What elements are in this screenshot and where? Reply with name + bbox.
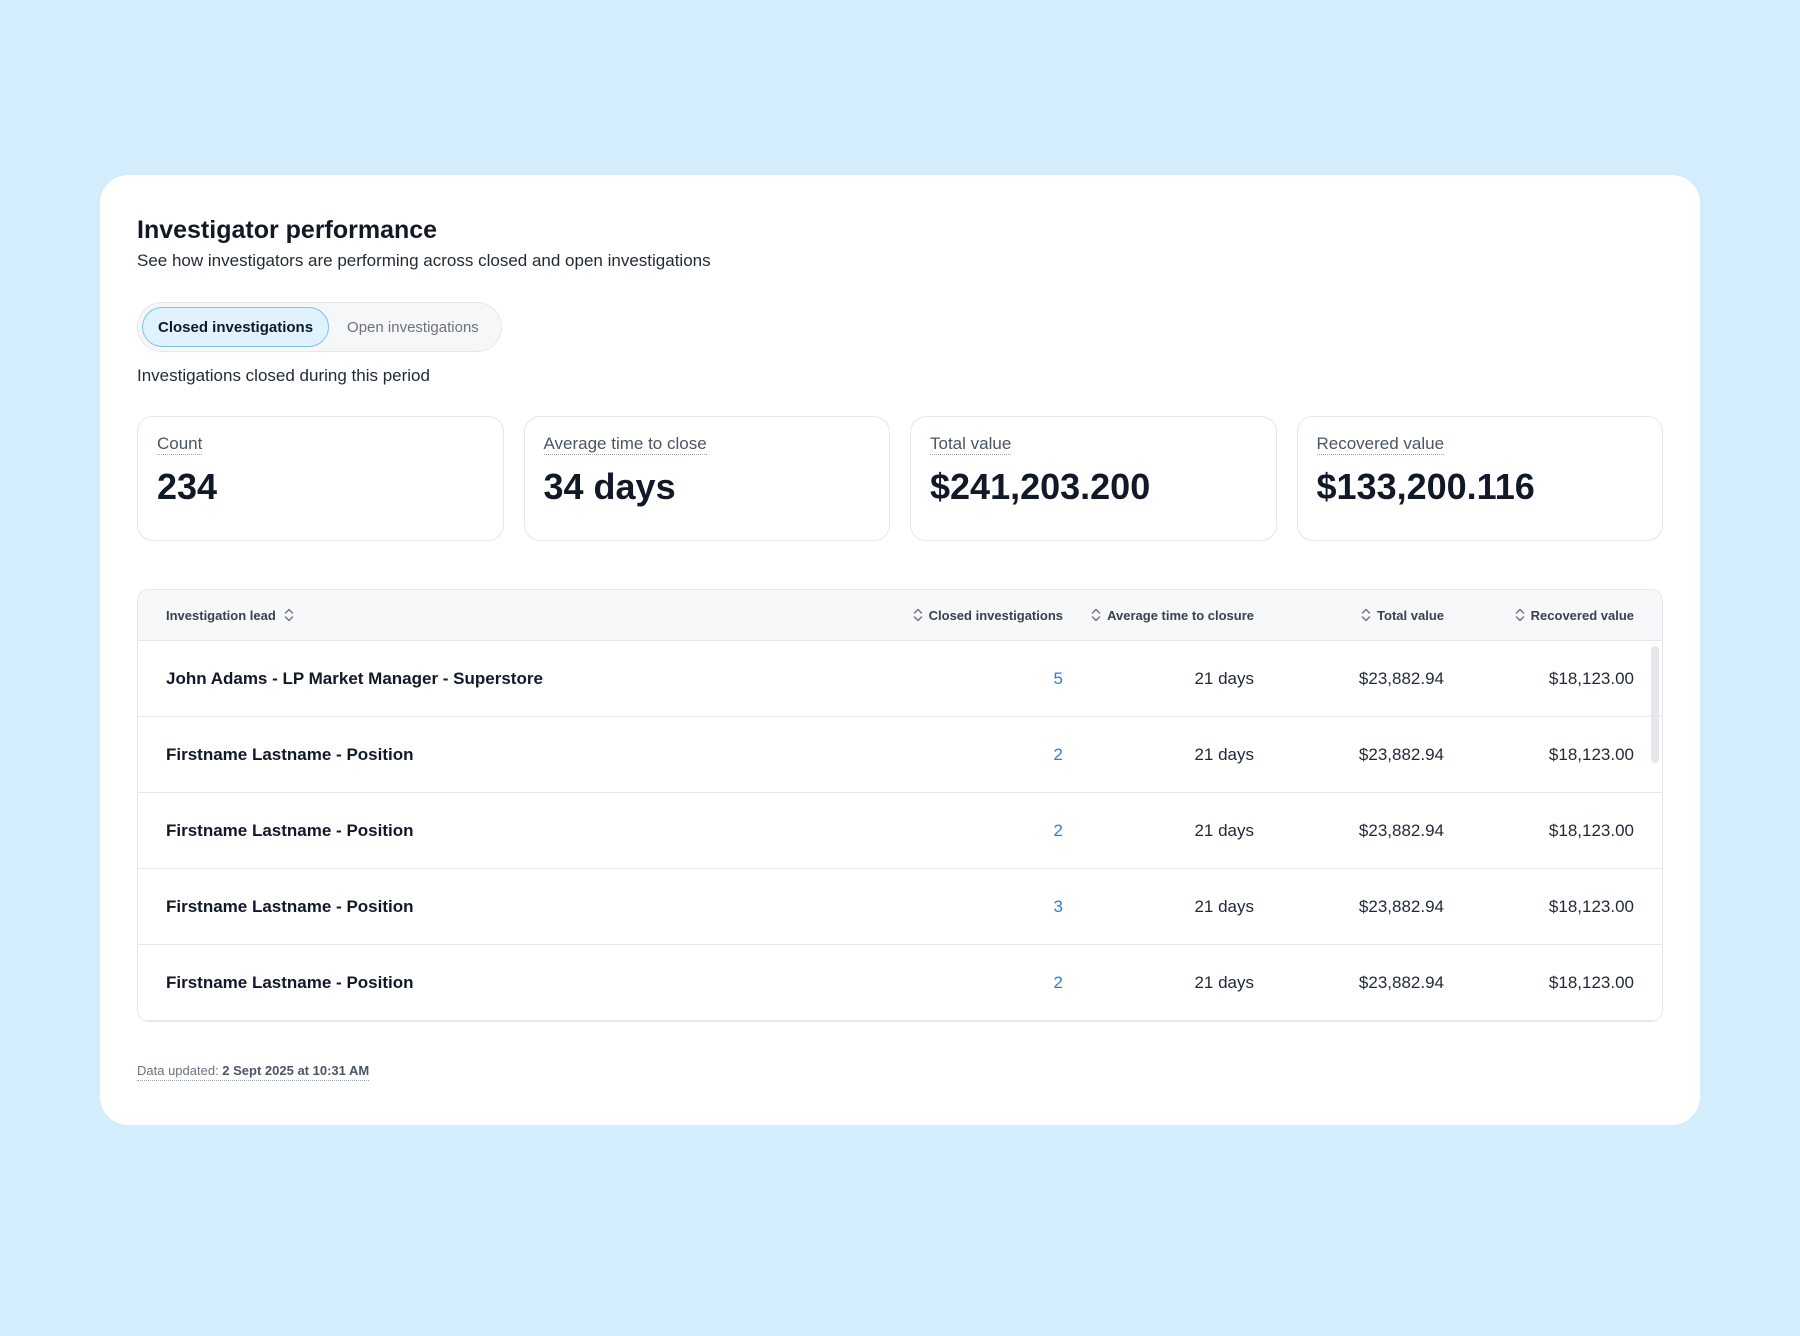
column-header-average-time[interactable]: Average time to closure: [1063, 607, 1254, 623]
cell-total-value: $23,882.94: [1358, 972, 1444, 992]
column-header-label: Average time to closure: [1107, 607, 1254, 623]
page-title: Investigator performance: [137, 216, 438, 244]
data-updated-note: Data updated: 2 Sept 2025 at 10:31 AM: [137, 1062, 370, 1081]
cell-average-time: 21 days: [1194, 744, 1254, 764]
cell-total-value: $23,882.94: [1358, 668, 1444, 688]
cell-closed-link[interactable]: 2: [1053, 972, 1063, 992]
cell-closed-link[interactable]: 2: [1053, 820, 1063, 840]
kpi-label[interactable]: Average time to close: [543, 434, 707, 455]
table-row[interactable]: John Adams - LP Market Manager - Superst…: [138, 641, 1662, 717]
cell-average-time: 21 days: [1194, 820, 1254, 840]
kpi-label[interactable]: Total value: [930, 434, 1012, 455]
cell-recovered-value: $18,123.00: [1548, 744, 1634, 764]
kpi-card-average-time: Average time to close 34 days: [523, 416, 890, 541]
cell-total-value: $23,882.94: [1358, 896, 1444, 916]
column-header-lead[interactable]: Investigation lead: [138, 607, 818, 623]
kpi-card-recovered-value: Recovered value $133,200.116: [1296, 416, 1663, 541]
sort-icon[interactable]: [284, 607, 294, 623]
table-scrollbar[interactable]: [1651, 646, 1659, 763]
cell-recovered-value: $18,123.00: [1548, 820, 1634, 840]
kpi-card-count: Count 234: [137, 416, 504, 541]
data-updated-label: Data updated:: [137, 1063, 223, 1078]
table-row[interactable]: Firstname Lastname - Position 2 21 days …: [138, 945, 1662, 1021]
column-header-total-value[interactable]: Total value: [1254, 607, 1444, 623]
kpi-value: $133,200.116: [1316, 466, 1535, 507]
table-row[interactable]: Firstname Lastname - Position 2 21 days …: [138, 717, 1662, 793]
sort-icon[interactable]: [1091, 607, 1101, 623]
cell-recovered-value: $18,123.00: [1548, 668, 1634, 688]
cell-closed-link[interactable]: 5: [1053, 668, 1063, 688]
table-header: Investigation lead Closed investigations…: [138, 590, 1662, 641]
sort-icon[interactable]: [1361, 607, 1371, 623]
investigator-performance-card: Investigator performance See how investi…: [100, 175, 1700, 1125]
cell-average-time: 21 days: [1194, 896, 1254, 916]
column-header-label: Closed investigations: [928, 607, 1063, 623]
cell-total-value: $23,882.94: [1358, 820, 1444, 840]
column-header-recovered-value[interactable]: Recovered value: [1444, 607, 1634, 623]
sort-icon[interactable]: [913, 607, 923, 623]
table-row[interactable]: Firstname Lastname - Position 2 21 days …: [138, 793, 1662, 869]
column-header-label: Investigation lead: [166, 607, 276, 623]
cell-average-time: 21 days: [1194, 668, 1254, 688]
kpi-value: $241,203.200: [930, 466, 1151, 507]
cell-lead: John Adams - LP Market Manager - Superst…: [166, 668, 543, 688]
cell-average-time: 21 days: [1194, 972, 1254, 992]
cell-total-value: $23,882.94: [1358, 744, 1444, 764]
kpi-label[interactable]: Recovered value: [1316, 434, 1445, 455]
cell-lead: Firstname Lastname - Position: [166, 820, 414, 840]
cell-recovered-value: $18,123.00: [1548, 972, 1634, 992]
period-label: Investigations closed during this period: [137, 366, 430, 385]
column-header-closed[interactable]: Closed investigations: [818, 607, 1063, 623]
cell-lead: Firstname Lastname - Position: [166, 744, 414, 764]
kpi-value: 234: [157, 466, 218, 507]
cell-closed-link[interactable]: 3: [1053, 896, 1063, 916]
kpi-label[interactable]: Count: [157, 434, 203, 455]
kpi-row: Count 234 Average time to close 34 days …: [137, 416, 1663, 541]
page-subtitle: See how investigators are performing acr…: [137, 251, 711, 270]
tab-closed-investigations[interactable]: Closed investigations: [142, 307, 330, 347]
sort-icon[interactable]: [1515, 607, 1525, 623]
cell-recovered-value: $18,123.00: [1548, 896, 1634, 916]
tab-open-investigations[interactable]: Open investigations: [347, 318, 479, 336]
kpi-card-total-value: Total value $241,203.200: [910, 416, 1277, 541]
cell-lead: Firstname Lastname - Position: [166, 972, 414, 992]
cell-lead: Firstname Lastname - Position: [166, 896, 414, 916]
data-updated-timestamp: 2 Sept 2025 at 10:31 AM: [222, 1063, 370, 1078]
kpi-value: 34 days: [543, 466, 676, 507]
column-header-label: Recovered value: [1530, 607, 1634, 623]
investigation-type-toggle: Closed investigations Open investigation…: [137, 302, 502, 352]
column-header-label: Total value: [1377, 607, 1444, 623]
investigators-table: Investigation lead Closed investigations…: [137, 589, 1663, 1022]
cell-closed-link[interactable]: 2: [1053, 744, 1063, 764]
table-row[interactable]: Firstname Lastname - Position 3 21 days …: [138, 869, 1662, 945]
